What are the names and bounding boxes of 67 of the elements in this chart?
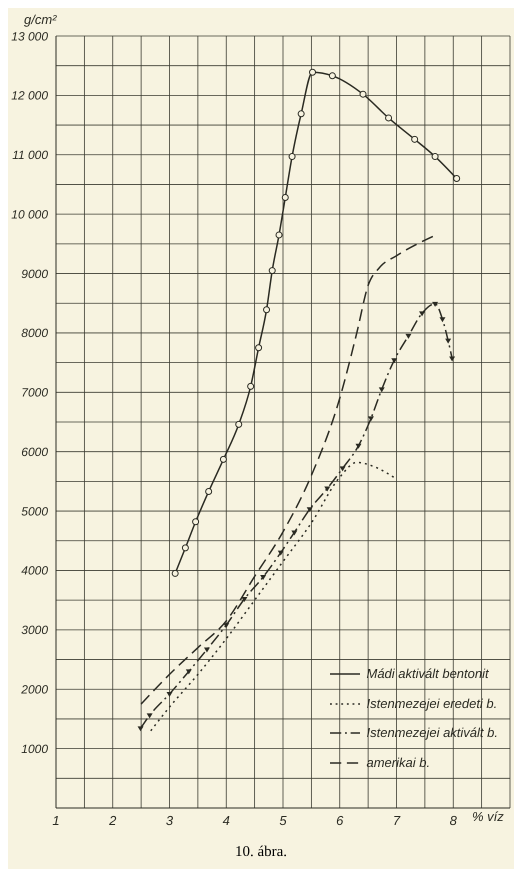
point bbox=[247, 382, 254, 390]
point bbox=[166, 692, 172, 697]
point bbox=[255, 344, 262, 352]
point bbox=[378, 387, 385, 392]
point bbox=[138, 726, 144, 732]
point bbox=[368, 416, 374, 422]
point bbox=[306, 507, 313, 512]
y-tick-label: 3000 bbox=[21, 623, 48, 638]
point bbox=[445, 338, 452, 344]
y-tick-label: 9000 bbox=[21, 266, 48, 281]
point bbox=[391, 358, 398, 364]
x-tick-label: 1 bbox=[52, 813, 60, 828]
point bbox=[340, 466, 346, 472]
point bbox=[220, 456, 227, 463]
x-tick-label: 8 bbox=[450, 813, 458, 828]
point bbox=[298, 110, 305, 118]
point bbox=[360, 90, 367, 98]
point bbox=[205, 488, 212, 495]
point bbox=[439, 317, 446, 322]
point bbox=[182, 544, 189, 552]
point bbox=[276, 231, 283, 238]
point bbox=[419, 311, 426, 316]
y-axis-title: g/cm² bbox=[24, 12, 56, 27]
x-tick-label: 7 bbox=[392, 813, 401, 828]
x-axis-title: % víz bbox=[472, 809, 504, 824]
point bbox=[385, 114, 392, 122]
y-tick-label: 8000 bbox=[21, 326, 48, 340]
x-tick-label: 6 bbox=[336, 813, 344, 828]
y-tick-label: 12 000 bbox=[11, 88, 48, 103]
y-tick-label: 2000 bbox=[20, 682, 48, 696]
point bbox=[268, 267, 276, 274]
point bbox=[260, 574, 266, 580]
point bbox=[172, 570, 179, 577]
point bbox=[324, 486, 330, 492]
point bbox=[432, 153, 439, 160]
x-tick-label: 4 bbox=[222, 813, 230, 828]
point bbox=[263, 306, 270, 314]
y-tick-label: 4000 bbox=[21, 564, 48, 578]
y-tick-label: 1000 bbox=[21, 742, 48, 756]
point bbox=[432, 302, 438, 307]
point bbox=[453, 175, 460, 182]
y-tick-label: 10 000 bbox=[11, 207, 48, 222]
x-tick-label: 3 bbox=[166, 813, 174, 828]
point bbox=[278, 550, 284, 556]
point bbox=[291, 530, 298, 536]
point bbox=[146, 713, 153, 718]
point bbox=[449, 356, 456, 362]
y-tick-label: 5000 bbox=[21, 504, 48, 518]
point bbox=[186, 669, 192, 674]
y-tick-label: 13 000 bbox=[11, 29, 48, 44]
point bbox=[223, 623, 230, 628]
x-tick-label: 5 bbox=[279, 813, 288, 828]
x-tick-label: 2 bbox=[108, 813, 118, 828]
point bbox=[411, 136, 418, 143]
y-tick-label: 6000 bbox=[21, 444, 48, 459]
point bbox=[405, 334, 412, 339]
point bbox=[309, 68, 316, 76]
point bbox=[204, 647, 210, 652]
point bbox=[235, 420, 242, 428]
point bbox=[282, 194, 289, 202]
point bbox=[328, 72, 336, 80]
point bbox=[192, 518, 200, 526]
y-tick-label: 7000 bbox=[21, 386, 48, 400]
text: 10. ábra. bbox=[234, 843, 288, 862]
y-tick-label: 11 000 bbox=[12, 148, 48, 162]
point bbox=[355, 444, 362, 449]
point bbox=[288, 153, 296, 160]
